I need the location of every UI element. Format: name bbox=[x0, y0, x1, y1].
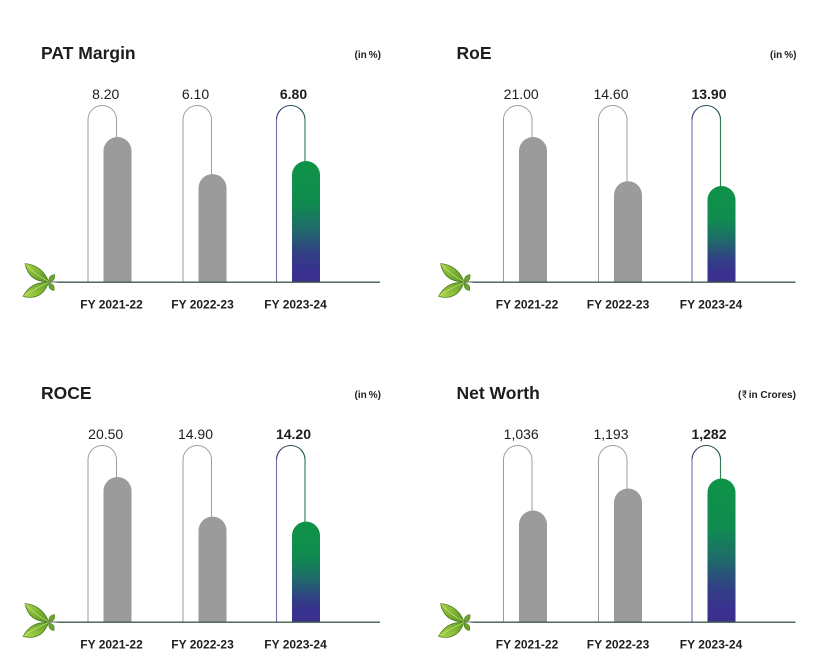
svg-text:14.20: 14.20 bbox=[276, 426, 311, 442]
svg-text:FY 2023-24: FY 2023-24 bbox=[680, 298, 743, 312]
svg-text:FY 2022-23: FY 2022-23 bbox=[587, 298, 650, 312]
svg-text:14.90: 14.90 bbox=[178, 426, 213, 442]
svg-text:ROCE: ROCE bbox=[41, 383, 92, 403]
svg-text:FY 2021-22: FY 2021-22 bbox=[496, 298, 559, 312]
svg-text:8.20: 8.20 bbox=[92, 86, 119, 102]
svg-text:FY 2022-23: FY 2022-23 bbox=[171, 638, 234, 652]
svg-text:in Crores): in Crores) bbox=[749, 390, 796, 401]
svg-text:Net Worth: Net Worth bbox=[457, 383, 540, 403]
svg-text:FY 2023-24: FY 2023-24 bbox=[264, 298, 327, 312]
svg-text:FY 2023-24: FY 2023-24 bbox=[264, 638, 327, 652]
svg-text:(: ( bbox=[738, 390, 742, 401]
svg-text:6.10: 6.10 bbox=[182, 86, 209, 102]
svg-text:1,193: 1,193 bbox=[593, 426, 628, 442]
svg-text:21.00: 21.00 bbox=[504, 86, 539, 102]
svg-text:20.50: 20.50 bbox=[88, 426, 123, 442]
svg-text:14.60: 14.60 bbox=[593, 86, 628, 102]
svg-text:(in %): (in %) bbox=[770, 50, 796, 61]
svg-text:FY 2022-23: FY 2022-23 bbox=[587, 638, 650, 652]
svg-text:FY 2022-23: FY 2022-23 bbox=[171, 298, 234, 312]
svg-text:PAT Margin: PAT Margin bbox=[41, 43, 136, 63]
svg-text:13.90: 13.90 bbox=[691, 86, 726, 102]
svg-text:FY 2021-22: FY 2021-22 bbox=[80, 638, 143, 652]
svg-text:FY 2023-24: FY 2023-24 bbox=[680, 638, 743, 652]
svg-text:(in %): (in %) bbox=[355, 390, 381, 401]
svg-text:(in %): (in %) bbox=[355, 50, 381, 61]
svg-text:1,036: 1,036 bbox=[504, 426, 539, 442]
svg-text:1,282: 1,282 bbox=[691, 426, 726, 442]
svg-text:RoE: RoE bbox=[457, 43, 492, 63]
svg-text:FY 2021-22: FY 2021-22 bbox=[80, 298, 143, 312]
svg-text:FY 2021-22: FY 2021-22 bbox=[496, 638, 559, 652]
svg-text:6.80: 6.80 bbox=[280, 86, 307, 102]
